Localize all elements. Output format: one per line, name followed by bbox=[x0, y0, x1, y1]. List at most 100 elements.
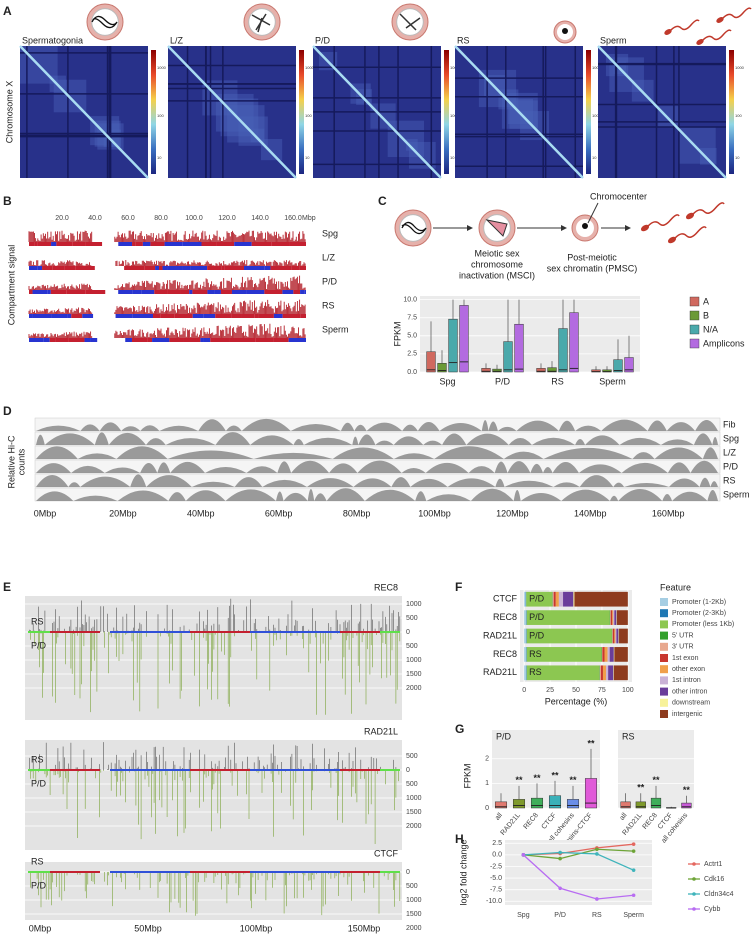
y-tick-label: 1 bbox=[485, 780, 489, 787]
colorbar-tick-label: 1000 bbox=[450, 65, 460, 70]
compartment-bar bbox=[85, 290, 106, 294]
contact-arcs bbox=[36, 446, 718, 459]
compartment-bar bbox=[160, 314, 175, 318]
compartment-bar bbox=[132, 314, 153, 318]
panel-label: E bbox=[3, 580, 11, 594]
heatmap-block bbox=[406, 139, 418, 151]
compartment-bar bbox=[118, 242, 133, 246]
y-axis-label: Relative Hi-C bbox=[6, 435, 16, 489]
box bbox=[437, 363, 447, 373]
compartment-bar bbox=[174, 314, 193, 318]
legend-swatch bbox=[689, 296, 700, 307]
bar-segment bbox=[525, 591, 527, 607]
compartment-bar bbox=[37, 242, 52, 246]
track-bg bbox=[25, 740, 402, 850]
annotation: Meiotic sex bbox=[474, 248, 520, 258]
sperm-head bbox=[664, 29, 672, 35]
stage-label: Spermatogonia bbox=[22, 35, 83, 45]
compartment-bar bbox=[216, 242, 235, 246]
cell-nucleus bbox=[248, 8, 276, 36]
heatmap-block bbox=[520, 111, 550, 141]
bar-segment bbox=[616, 610, 628, 625]
x-tick-label: REC8 bbox=[523, 812, 540, 831]
line bbox=[523, 848, 634, 860]
y-tick-label: -5.0 bbox=[490, 875, 502, 882]
contact-arcs bbox=[36, 418, 718, 431]
x-tick-label: 140Mbp bbox=[574, 508, 607, 518]
x-tick-label: all bbox=[619, 812, 629, 822]
bar-segment bbox=[602, 665, 607, 681]
x-tick-label: 25 bbox=[546, 687, 554, 694]
compartment-bar bbox=[135, 242, 143, 246]
compartment-bar bbox=[47, 290, 51, 294]
legend-label: 1st intron bbox=[672, 677, 701, 684]
sperm-head bbox=[640, 224, 650, 232]
point bbox=[558, 856, 562, 861]
legend-swatch bbox=[689, 310, 700, 321]
line bbox=[523, 851, 634, 871]
colorbar-tick-label: 100 bbox=[450, 113, 457, 118]
heatmap-block bbox=[387, 120, 425, 158]
compartment-bar bbox=[132, 290, 142, 294]
compartment-bar bbox=[214, 290, 221, 294]
colorbar-tick-label: 1000 bbox=[157, 65, 167, 70]
compartment-bar bbox=[37, 266, 43, 270]
sperm-tail bbox=[674, 226, 707, 239]
compartment-bar bbox=[49, 338, 56, 342]
point bbox=[631, 868, 636, 872]
plot-bg bbox=[492, 730, 600, 808]
bar-segment bbox=[526, 628, 612, 644]
box bbox=[530, 797, 544, 809]
y-tick-label: 2000 bbox=[406, 823, 422, 830]
legend-swatch bbox=[660, 676, 668, 685]
legend-label: other intron bbox=[672, 688, 708, 695]
box bbox=[492, 368, 502, 373]
bar-segment bbox=[526, 610, 527, 625]
compartment-bar bbox=[32, 314, 52, 318]
y-axis-label: FPKM bbox=[392, 321, 402, 346]
compartment-bar bbox=[282, 290, 294, 294]
box bbox=[503, 341, 513, 373]
heatmap-block bbox=[509, 100, 538, 129]
compartment-bar bbox=[142, 242, 151, 246]
contact-arcs bbox=[36, 474, 718, 487]
box bbox=[536, 368, 546, 373]
line bbox=[522, 854, 634, 900]
sperm-head bbox=[716, 17, 724, 23]
x-tick-label: Spg bbox=[439, 376, 455, 386]
sperm-tail bbox=[692, 202, 725, 215]
box bbox=[547, 367, 557, 373]
bar-segment bbox=[611, 628, 613, 644]
bar-segment bbox=[609, 647, 614, 662]
compartment-signal bbox=[28, 275, 306, 290]
compartment-bar bbox=[299, 266, 306, 270]
y-tick-label: 7.5 bbox=[407, 315, 417, 322]
xy-body bbox=[485, 219, 508, 237]
significance: ** bbox=[587, 738, 595, 748]
x-tick-label: REC8 bbox=[642, 812, 659, 831]
x-tick-label: 40Mbp bbox=[187, 508, 215, 518]
compartment-bar bbox=[201, 242, 217, 246]
contact-arcs bbox=[36, 488, 718, 501]
x-unit: Mbp bbox=[302, 215, 316, 222]
chromatin bbox=[401, 221, 427, 235]
compartment-bar bbox=[164, 242, 183, 246]
compartment-bar bbox=[289, 242, 306, 246]
track-bg bbox=[25, 596, 402, 720]
compartment-bar bbox=[255, 338, 274, 342]
point bbox=[631, 849, 636, 853]
y-tick-label: RAD21L bbox=[483, 630, 517, 640]
stage-label: RS bbox=[31, 856, 44, 866]
y-tick-label: 5.0 bbox=[407, 333, 417, 340]
y-tick-label: 1000 bbox=[406, 657, 422, 664]
bar-segment bbox=[600, 665, 603, 681]
legend-point bbox=[692, 862, 696, 866]
bar-segment bbox=[613, 665, 628, 681]
panel-label: H bbox=[455, 832, 464, 846]
compartment-bar bbox=[264, 290, 283, 294]
bar-segment bbox=[524, 647, 527, 662]
compartment-bar bbox=[66, 290, 86, 294]
heatmap-block bbox=[700, 148, 717, 165]
box bbox=[620, 801, 631, 809]
colorbar-tick-label: 1000 bbox=[305, 65, 315, 70]
